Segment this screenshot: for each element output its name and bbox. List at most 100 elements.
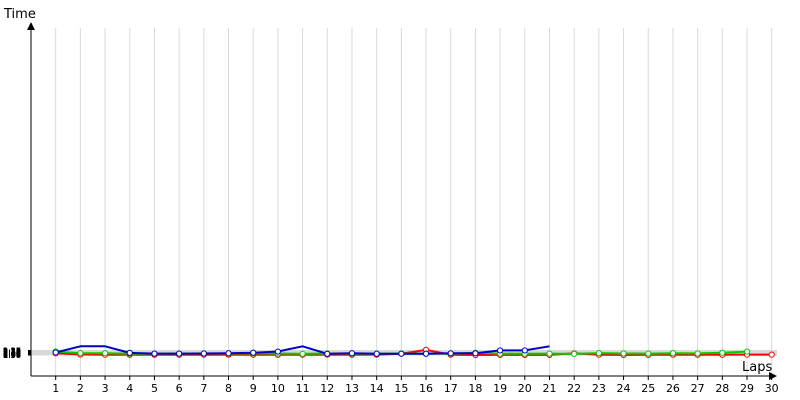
x-axis-title: Laps — [742, 360, 772, 375]
y-tick-label: 2:10 — [3, 349, 21, 358]
data-point — [472, 350, 479, 357]
data-point — [768, 351, 775, 358]
x-tick-label: 22 — [567, 382, 581, 395]
x-tick-label: 1 — [52, 382, 59, 395]
y-axis-title: Time — [3, 7, 36, 22]
x-tick-labels: 1 2 3 4 5 6 7 8 9 10 11 12 13 14 15 16 17 18 19 20 21 22 23 24 2… — [52, 382, 779, 395]
data-point — [571, 350, 578, 357]
data-point — [743, 348, 751, 355]
y-tick-label: 2:22 — [3, 347, 21, 356]
x-tick-label: 23 — [592, 382, 606, 395]
axes — [27, 22, 777, 380]
data-point — [497, 347, 504, 354]
data-point — [101, 350, 109, 357]
y-tick-label: 2:21 — [3, 347, 21, 356]
x-tick-label: 14 — [370, 382, 384, 395]
x-tick-label: 5 — [151, 382, 158, 395]
y-tick-label: 2:14 — [3, 348, 21, 357]
y-tick-label: 2:02 — [3, 350, 21, 359]
data-point — [299, 350, 306, 357]
data-point — [546, 350, 553, 357]
grid — [31, 28, 777, 376]
x-tick-label: 27 — [691, 382, 705, 395]
y-tick-label: 2:09 — [3, 349, 21, 358]
x-tick-label: 24 — [617, 382, 631, 395]
y-tick-label: 2:13 — [3, 349, 21, 358]
x-tick-label: 30 — [765, 382, 779, 395]
series-3 — [52, 345, 550, 357]
y-tick-label: 2:04 — [3, 350, 21, 359]
y-tick-labels: 1:571:581:592:002:012:022:032:042:052:06… — [3, 346, 21, 360]
x-tick-label: 21 — [542, 382, 556, 395]
x-tick-label: 18 — [468, 382, 482, 395]
y-tick-label: 2:05 — [3, 350, 21, 359]
x-tick-label: 12 — [320, 382, 334, 395]
data-point — [595, 349, 602, 357]
x-axis-arrow — [769, 372, 777, 380]
x-tick-label: 16 — [419, 382, 433, 395]
data-point — [348, 350, 356, 357]
x-tick-label: 13 — [345, 382, 359, 395]
y-axis-arrow — [27, 22, 35, 30]
y-tick-label: 2:24 — [3, 347, 21, 356]
x-tick-label: 7 — [200, 382, 207, 395]
data-point — [126, 349, 133, 356]
x-tick-label: 25 — [641, 382, 655, 395]
x-tick-label: 19 — [493, 382, 507, 395]
data-point — [151, 350, 158, 357]
y-tick-label: 1:58 — [3, 351, 21, 360]
data-point — [447, 350, 454, 357]
y-tick-label: 2:01 — [3, 350, 21, 359]
x-tick-label: 3 — [102, 382, 109, 395]
x-tick-label: 2 — [77, 382, 84, 395]
data-point — [225, 350, 232, 357]
y-tick-label: 2:03 — [3, 350, 21, 359]
data-point — [669, 350, 677, 357]
data-point — [521, 347, 528, 354]
x-tick-label: 9 — [250, 382, 257, 395]
data-point — [719, 349, 726, 356]
series-line — [55, 345, 550, 355]
x-tick-label: 4 — [126, 382, 133, 395]
y-tick-label: 1:57 — [3, 351, 21, 360]
data-point — [694, 350, 701, 357]
y-tick-label: 2:00 — [3, 351, 21, 360]
series-layer — [52, 345, 775, 359]
x-tick-label: 28 — [715, 382, 729, 395]
y-tick-label: 2:23 — [3, 347, 21, 356]
data-point — [176, 350, 183, 357]
data-point — [324, 350, 331, 357]
x-tick-label: 10 — [271, 382, 285, 395]
x-tick-label: 8 — [225, 382, 232, 395]
data-point — [200, 350, 207, 357]
series-line — [55, 348, 772, 356]
data-point — [620, 350, 627, 357]
data-point — [373, 350, 380, 357]
data-point — [422, 350, 430, 357]
x-tick-label: 6 — [176, 382, 183, 395]
y-tick-label: 2:19 — [3, 348, 21, 357]
y-tick-label: 1:59 — [3, 351, 21, 360]
y-tick-label: 2:26 — [3, 347, 21, 356]
data-point — [52, 349, 59, 356]
data-point — [77, 350, 84, 357]
x-tick-label: 20 — [518, 382, 532, 395]
y-tick-label: 2:06 — [3, 350, 21, 359]
x-tick-label: 17 — [444, 382, 458, 395]
y-tick-label: 2:08 — [3, 349, 21, 358]
data-point — [274, 348, 281, 355]
y-tick-label: 2:12 — [3, 349, 21, 358]
x-tick-label: 11 — [296, 382, 310, 395]
y-tick-label: 2:15 — [3, 348, 21, 357]
x-tick-label: 29 — [740, 382, 754, 395]
x-tick-label: 26 — [666, 382, 680, 395]
y-tick-label: 2:07 — [3, 349, 21, 358]
y-tick-label: 2:17 — [3, 348, 21, 357]
data-point — [645, 350, 652, 357]
y-tick-label: 2:25 — [3, 347, 21, 356]
y-tick-label: 2:11 — [3, 349, 21, 358]
y-tick-label: 2:18 — [3, 348, 21, 357]
y-tick-label: 2:16 — [3, 348, 21, 357]
y-tick-label: 2:27 — [3, 346, 21, 355]
